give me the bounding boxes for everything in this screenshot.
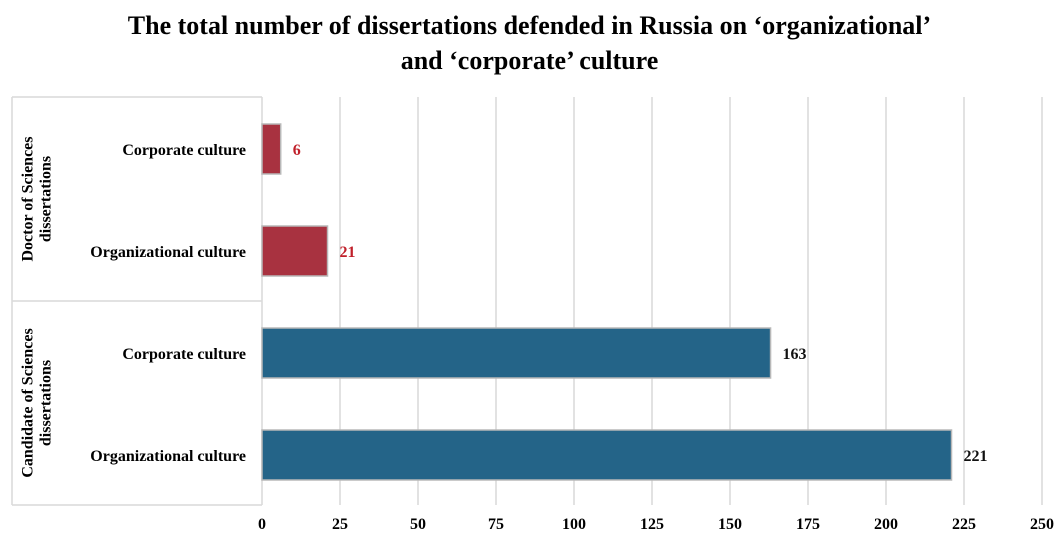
bar: [261, 327, 772, 379]
group-label-line: Doctor of Sciences: [20, 137, 37, 262]
x-tick-label: 200: [874, 516, 898, 533]
data-label: 163: [783, 346, 807, 363]
category-label: Corporate culture: [122, 142, 246, 159]
x-tick-label: 0: [258, 516, 266, 533]
data-label: 221: [964, 448, 988, 465]
group-label-line: dissertations: [38, 360, 55, 446]
data-label: 21: [340, 244, 356, 261]
x-tick-label: 150: [718, 516, 742, 533]
category-label: Corporate culture: [122, 346, 246, 363]
x-tick-label: 250: [1030, 516, 1054, 533]
bar: [261, 225, 329, 277]
x-tick-label: 125: [640, 516, 664, 533]
data-label: 6: [293, 142, 301, 159]
group-label: Doctor of Sciencesdissertations: [20, 137, 55, 262]
chart-title-line-2: and ‘corporate’ culture: [400, 46, 659, 75]
x-tick-label: 50: [410, 516, 426, 533]
x-tick-label: 100: [562, 516, 586, 533]
x-tick-label: 225: [952, 516, 976, 533]
group-label-line: dissertations: [38, 156, 55, 242]
category-label: Organizational culture: [90, 448, 246, 465]
x-tick-label: 75: [488, 516, 504, 533]
group-label-line: Candidate of Sciences: [20, 328, 37, 477]
chart-title-line-1: The total number of dissertations defend…: [127, 11, 932, 40]
chart-title: The total number of dissertations defend…: [0, 8, 1059, 78]
bar: [261, 123, 282, 175]
category-label: Organizational culture: [90, 244, 246, 261]
bar: [261, 429, 953, 481]
x-tick-label: 175: [796, 516, 820, 533]
x-tick-label: 25: [332, 516, 348, 533]
group-label: Candidate of Sciencesdissertations: [20, 328, 55, 477]
